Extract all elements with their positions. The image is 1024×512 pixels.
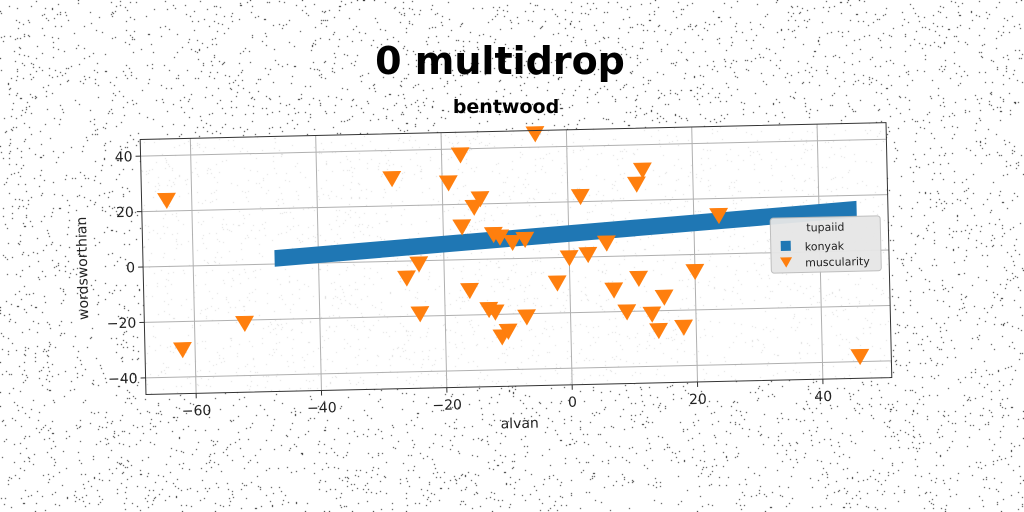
y-tick-label: −40 <box>108 371 138 388</box>
muscularity-point <box>409 256 429 273</box>
y-axis-label: wordsworthian <box>74 217 92 321</box>
muscularity-point <box>470 191 490 208</box>
muscularity-point <box>438 175 458 192</box>
muscularity-point <box>709 207 729 225</box>
muscularity-point <box>570 188 590 206</box>
muscularity-point <box>452 219 472 236</box>
x-tick-label: 40 <box>814 389 832 405</box>
chart-title: 0 multidrop <box>375 39 625 83</box>
legend-label-muscularity: muscularity <box>805 255 870 269</box>
muscularity-point <box>157 192 176 209</box>
y-tick-labels: −40 −20 0 20 40 <box>107 149 138 388</box>
y-tick-label: 40 <box>115 149 133 165</box>
y-gridline <box>145 360 892 379</box>
muscularity-point <box>235 315 254 332</box>
y-gridline <box>141 194 888 213</box>
plot-frame <box>139 122 893 395</box>
muscularity-point <box>172 342 192 359</box>
y-gridline <box>144 304 891 323</box>
y-tick-label: 0 <box>126 260 135 276</box>
muscularity-point <box>559 250 579 267</box>
x-tick-label: −40 <box>307 400 337 417</box>
y-gridline <box>143 249 889 268</box>
x-tick-label: −20 <box>432 397 462 414</box>
x-tick-label: 20 <box>689 392 707 408</box>
muscularity-point <box>850 348 870 366</box>
muscularity-point <box>515 231 535 248</box>
legend: tupaiid konyak muscularity <box>769 215 882 274</box>
muscularity-series <box>157 126 870 366</box>
legend-title: tupaiid <box>806 221 844 235</box>
muscularity-point <box>382 170 402 188</box>
muscularity-point <box>410 306 430 323</box>
muscularity-point <box>498 323 518 340</box>
y-tick-label: −20 <box>107 316 137 333</box>
x-tick-label: −60 <box>182 403 212 420</box>
muscularity-point <box>460 282 479 300</box>
legend-swatch-konyak <box>780 240 791 252</box>
chart-subtitle: bentwood <box>453 96 559 118</box>
konyak-series <box>274 200 857 267</box>
muscularity-point <box>397 270 416 287</box>
x-tick-labels: −60 −40 −20 0 20 40 <box>182 389 833 420</box>
muscularity-point <box>632 162 652 179</box>
muscularity-point <box>578 246 598 264</box>
muscularity-point <box>629 270 648 287</box>
legend-box <box>769 215 882 274</box>
y-gridline <box>140 138 887 157</box>
muscularity-point <box>485 304 505 321</box>
muscularity-point <box>626 176 646 193</box>
y-tick-label: 20 <box>116 205 134 221</box>
muscularity-point <box>517 309 536 326</box>
muscularity-point <box>596 235 616 252</box>
muscularity-point <box>649 322 668 340</box>
x-tick-label: 0 <box>568 395 577 411</box>
plot-area: −60 −40 −20 0 20 40 −40 −20 0 20 40 alvan wordswo… <box>74 122 893 433</box>
legend-swatch-muscularity <box>780 257 793 268</box>
muscularity-point <box>604 282 624 299</box>
x-axis-label: alvan <box>500 416 539 433</box>
y-gridlines <box>135 138 892 379</box>
konyak-band <box>274 200 857 267</box>
muscularity-point <box>642 306 662 323</box>
muscularity-point <box>617 304 637 321</box>
muscularity-point <box>547 275 567 292</box>
muscularity-point <box>685 263 705 281</box>
muscularity-point <box>674 319 693 336</box>
muscularity-point <box>502 234 522 252</box>
muscularity-point <box>450 147 470 164</box>
muscularity-point <box>654 289 674 306</box>
legend-label-konyak: konyak <box>805 240 845 254</box>
